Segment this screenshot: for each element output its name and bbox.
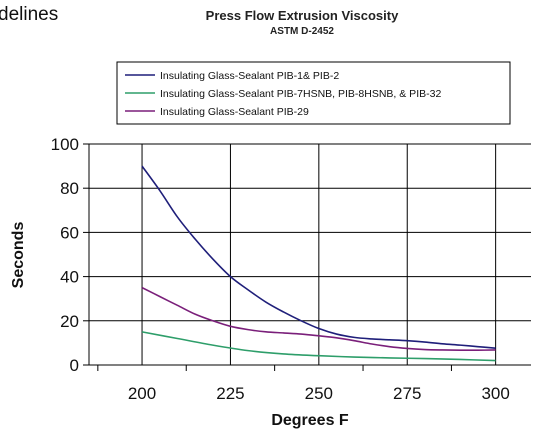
chart-subtitle: ASTM D-2452 [270,26,334,37]
tick-labels: 0 20 40 60 80 100 200 225 250 275 300 [51,135,510,403]
page-fragment-text: delines [0,4,58,25]
legend: Insulating Glass-Sealant PIB-1& PIB-2 Ins… [116,61,511,125]
legend-label-0: Insulating Glass-Sealant PIB-1& PIB-2 [160,70,339,82]
x-tick-label: 300 [481,384,509,403]
plot-area: 0 20 40 60 80 100 200 225 250 275 300 [51,135,531,403]
y-tick-label: 20 [60,312,79,331]
axes [83,143,531,371]
x-tick-label: 250 [305,384,333,403]
series-line-1 [141,331,496,362]
y-tick-label: 0 [70,356,79,375]
series-line-2 [141,286,496,352]
y-axis-title: Seconds [10,222,27,289]
x-tick-label: 200 [128,384,156,403]
y-tick-label: 100 [51,135,79,154]
x-axis-title: Degrees F [271,412,349,429]
x-tick-label: 275 [393,384,421,403]
chart-title: Press Flow Extrusion Viscosity [206,8,399,23]
series-line-0 [141,165,496,349]
series-lines [141,165,496,362]
legend-box [116,61,511,125]
y-tick-label: 60 [60,223,79,242]
gridlines [89,143,531,365]
x-tick-label: 225 [216,384,244,403]
y-tick-label: 40 [60,268,79,287]
legend-label-2: Insulating Glass-Sealant PIB-29 [160,106,309,118]
y-tick-label: 80 [60,179,79,198]
legend-label-1: Insulating Glass-Sealant PIB-7HSNB, PIB-… [160,88,441,100]
